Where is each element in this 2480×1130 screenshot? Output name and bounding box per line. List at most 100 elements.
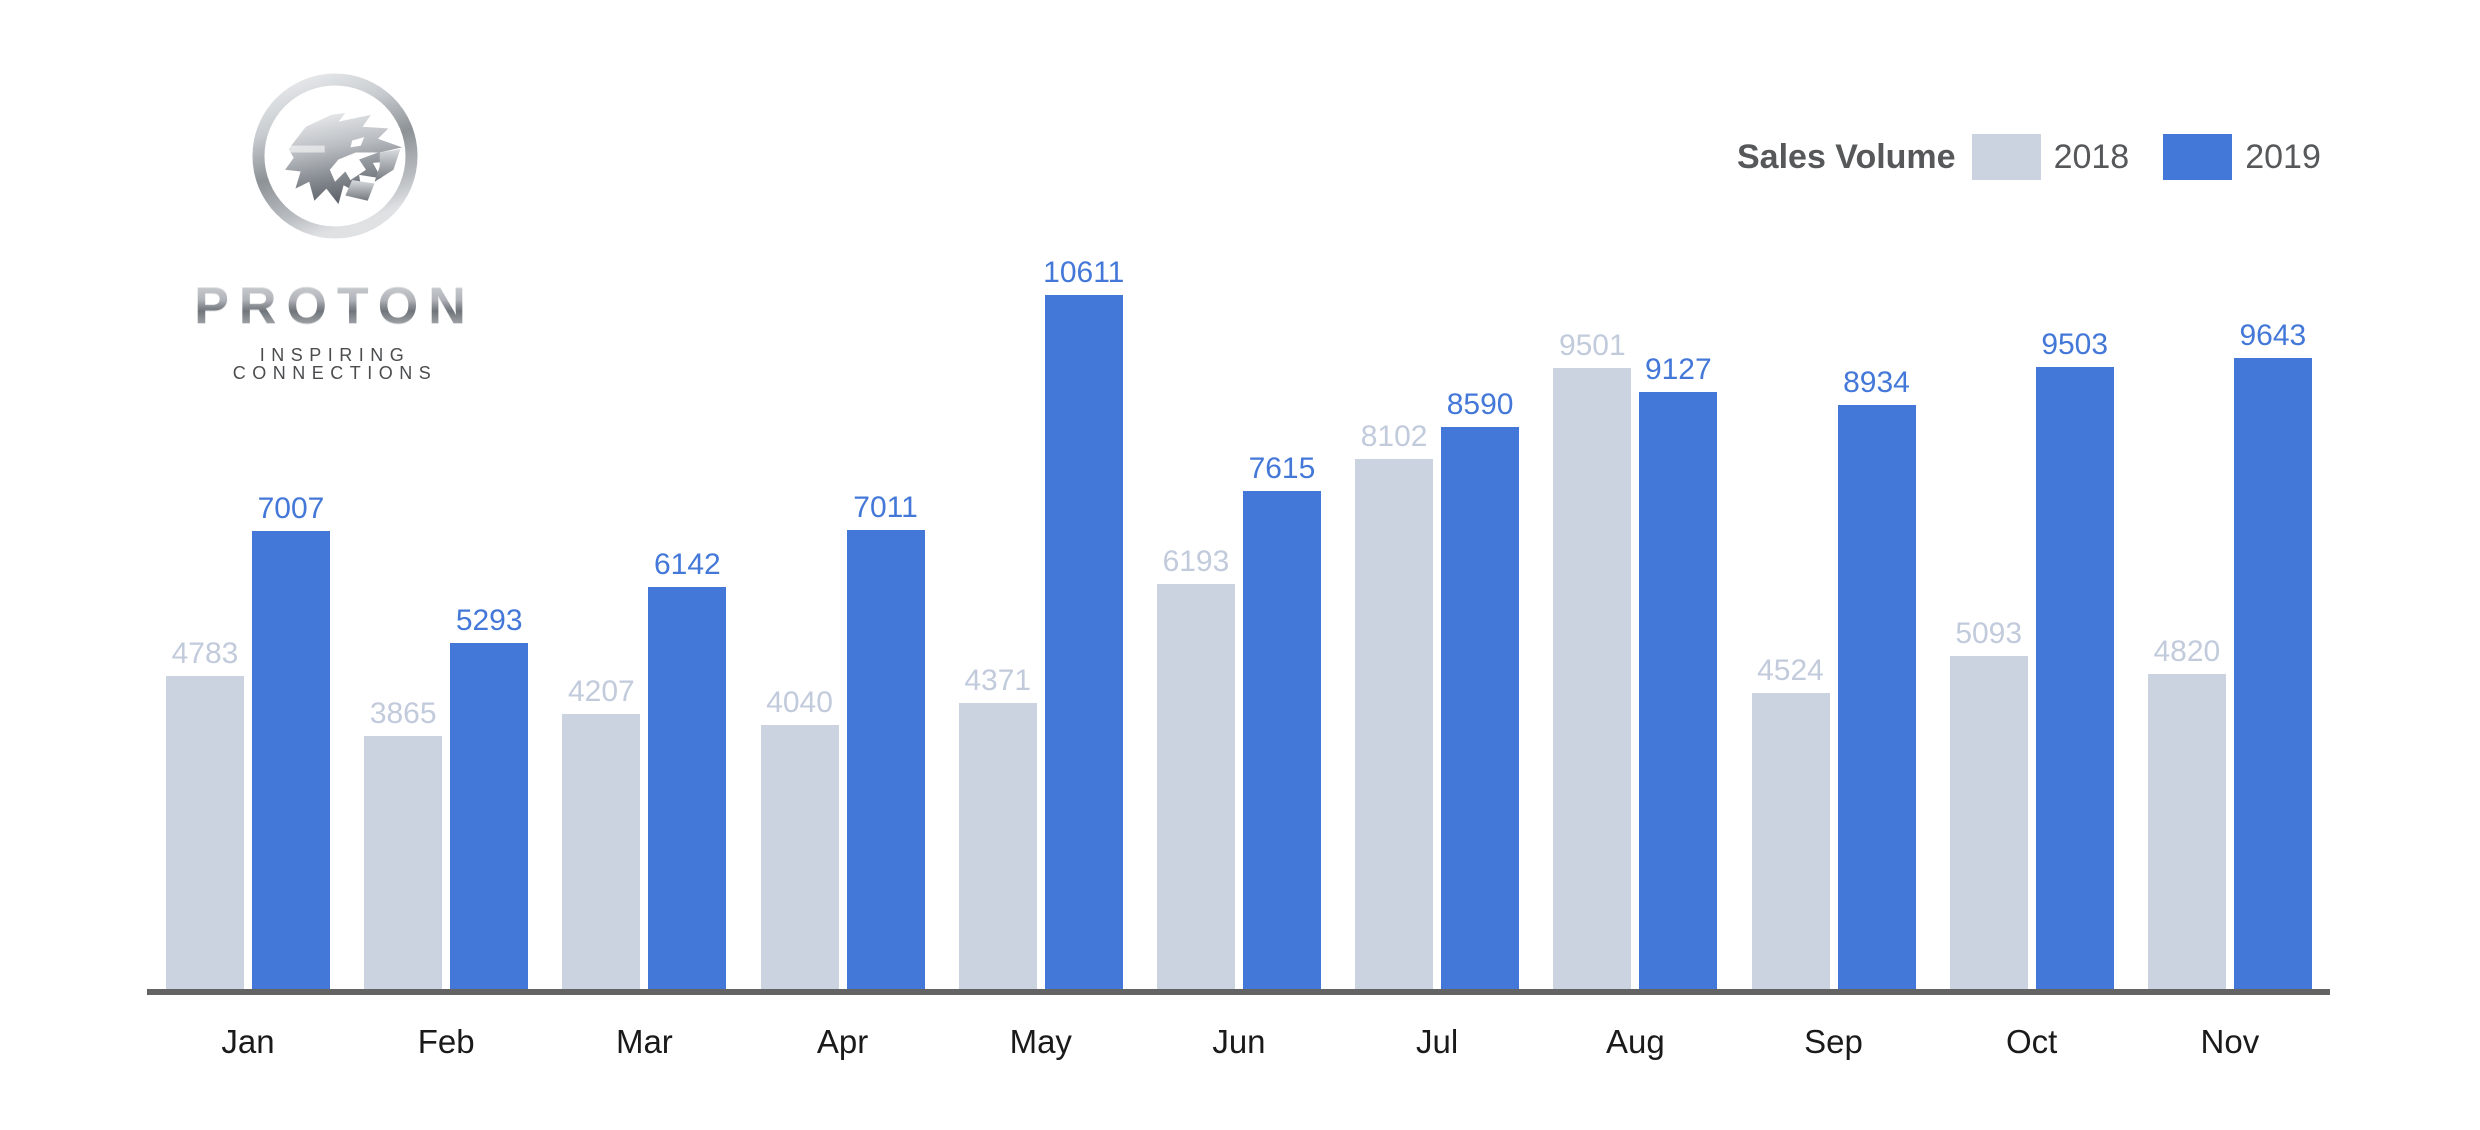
bar-group-jul: 8102 8590 xyxy=(1355,388,1520,989)
value-label-2019-jul: 8590 xyxy=(1446,388,1514,421)
bar-2019-jul xyxy=(1441,427,1520,989)
value-label-2019-sep: 8934 xyxy=(1843,366,1910,399)
proton-tagline: INSPIRING CONNECTIONS xyxy=(232,345,438,383)
bar-column-2019-jul: 8590 xyxy=(1441,388,1520,989)
x-axis-label-feb: Feb xyxy=(417,1023,475,1060)
bar-2019-may xyxy=(1044,295,1123,989)
bar-2019-sep xyxy=(1837,405,1916,989)
bar-2018-jul xyxy=(1355,459,1434,989)
value-label-2019-jan: 7007 xyxy=(257,492,325,525)
bar-2019-nov xyxy=(2233,358,2312,989)
bar-chart-plot-area: 4783 7007 3865 5293 4207 6142 4040 7011 4371 1061… xyxy=(148,0,2330,989)
value-label-2019-jun: 7615 xyxy=(1248,452,1316,485)
value-label-2019-feb: 5293 xyxy=(455,604,523,637)
x-axis-labels: Jan Feb Mar Apr May Jun Jul Aug Sep Oct Nov xyxy=(148,1022,2330,1062)
bar-group-nov: 4820 9643 xyxy=(2147,319,2312,989)
bar-2018-sep xyxy=(1751,693,1830,989)
bar-group-mar: 4207 6142 xyxy=(562,548,727,989)
value-label-2018-nov: 4820 xyxy=(2153,635,2221,668)
bar-column-2018-jun: 6193 xyxy=(1156,545,1235,989)
value-label-2019-may: 10611 xyxy=(1043,256,1125,289)
x-axis-label-may: May xyxy=(1009,1023,1072,1060)
value-label-2019-apr: 7011 xyxy=(853,491,918,524)
bar-group-sep: 4524 8934 xyxy=(1751,366,1916,989)
legend-label-2018: 2018 xyxy=(2053,137,2130,176)
bar-2019-jun xyxy=(1242,491,1321,989)
bar-2019-aug xyxy=(1639,392,1718,989)
bar-column-2018-mar: 4207 xyxy=(562,675,641,989)
value-label-2019-nov: 9643 xyxy=(2239,319,2307,352)
bar-2019-feb xyxy=(450,643,529,989)
bar-2018-feb xyxy=(364,736,443,989)
bar-2018-nov xyxy=(2147,674,2226,989)
legend-swatch-2019 xyxy=(2163,134,2233,180)
bar-group-feb: 3865 5293 xyxy=(364,604,529,989)
bar-group-jun: 6193 7615 xyxy=(1156,452,1321,989)
bar-column-2019-sep: 8934 xyxy=(1837,366,1916,989)
bar-2019-jan xyxy=(252,531,330,989)
bar-column-2019-mar: 6142 xyxy=(648,548,727,989)
bar-group-oct: 5093 9503 xyxy=(1949,328,2114,989)
bar-column-2018-jan: 4783 xyxy=(166,639,244,989)
bar-column-2019-jan: 7007 xyxy=(252,494,330,989)
bar-2018-jan xyxy=(166,676,244,989)
value-label-2018-apr: 4040 xyxy=(766,686,833,719)
bar-column-2018-nov: 4820 xyxy=(2147,635,2226,989)
x-axis-label-nov: Nov xyxy=(2200,1023,2260,1060)
x-axis-label-oct: Oct xyxy=(2006,1023,2058,1060)
x-axis-label-jul: Jul xyxy=(1416,1023,1459,1060)
legend-title: Sales Volume xyxy=(1737,137,1956,176)
bar-column-2018-sep: 4524 xyxy=(1751,656,1830,989)
bar-column-2019-apr: 7011 xyxy=(846,491,925,989)
bar-column-2019-jun: 7615 xyxy=(1242,452,1321,989)
value-label-2018-may: 4371 xyxy=(964,664,1032,697)
bar-2019-oct xyxy=(2035,367,2114,989)
value-label-2018-jul: 8102 xyxy=(1360,420,1428,453)
bar-2018-apr xyxy=(760,725,839,989)
bar-column-2019-may: 10611 xyxy=(1043,256,1125,989)
proton-tiger-icon xyxy=(252,73,418,239)
x-axis-label-jan: Jan xyxy=(221,1023,275,1060)
bar-column-2018-apr: 4040 xyxy=(760,686,839,989)
bar-2019-apr xyxy=(846,530,925,989)
x-axis-label-aug: Aug xyxy=(1605,1023,1665,1060)
bar-column-2019-aug: 9127 xyxy=(1639,353,1718,989)
bar-2018-aug xyxy=(1553,368,1632,989)
bar-group-apr: 4040 7011 xyxy=(760,491,925,989)
x-axis-label-jun: Jun xyxy=(1212,1023,1266,1060)
bar-group-aug: 9501 9127 xyxy=(1553,329,1718,989)
value-label-2019-oct: 9503 xyxy=(2041,328,2109,361)
value-label-2018-jan: 4783 xyxy=(171,637,239,670)
bar-2018-jun xyxy=(1156,584,1235,989)
value-label-2019-mar: 6142 xyxy=(654,548,721,581)
bar-column-2018-jul: 8102 xyxy=(1355,420,1434,989)
value-label-2018-mar: 4207 xyxy=(568,675,635,708)
bar-group-may: 4371 10611 xyxy=(958,256,1125,989)
value-label-2018-jun: 6193 xyxy=(1162,545,1230,578)
bar-column-2018-feb: 3865 xyxy=(364,697,443,989)
value-label-2018-feb: 3865 xyxy=(369,697,437,730)
value-label-2018-aug: 9501 xyxy=(1558,329,1626,362)
bar-column-2018-aug: 9501 xyxy=(1553,329,1632,989)
value-label-2018-oct: 5093 xyxy=(1955,617,2023,650)
legend-label-2019: 2019 xyxy=(2245,137,2321,176)
x-axis-line xyxy=(147,989,2330,995)
proton-wordmark: PROTON xyxy=(168,280,502,332)
bar-column-2019-feb: 5293 xyxy=(450,604,529,989)
bar-column-2018-may: 4371 xyxy=(958,664,1037,989)
x-axis-label-sep: Sep xyxy=(1804,1023,1863,1060)
bar-2018-mar xyxy=(562,714,641,989)
proton-logo: PROTON INSPIRING CONNECTIONS xyxy=(168,70,502,382)
bar-2019-mar xyxy=(648,587,727,989)
bar-column-2019-oct: 9503 xyxy=(2035,328,2114,989)
x-axis-label-mar: Mar xyxy=(615,1023,673,1060)
bar-2018-oct xyxy=(1949,656,2028,989)
chart-legend: Sales Volume 2018 2019 xyxy=(1737,134,2321,180)
bar-group-jan: 4783 7007 xyxy=(166,494,330,989)
bar-column-2019-nov: 9643 xyxy=(2233,319,2312,989)
bar-column-2018-oct: 5093 xyxy=(1949,617,2028,989)
legend-swatch-2018 xyxy=(1971,134,2041,180)
bar-2018-may xyxy=(958,703,1037,989)
x-axis-label-apr: Apr xyxy=(816,1023,869,1060)
value-label-2019-aug: 9127 xyxy=(1644,353,1712,386)
